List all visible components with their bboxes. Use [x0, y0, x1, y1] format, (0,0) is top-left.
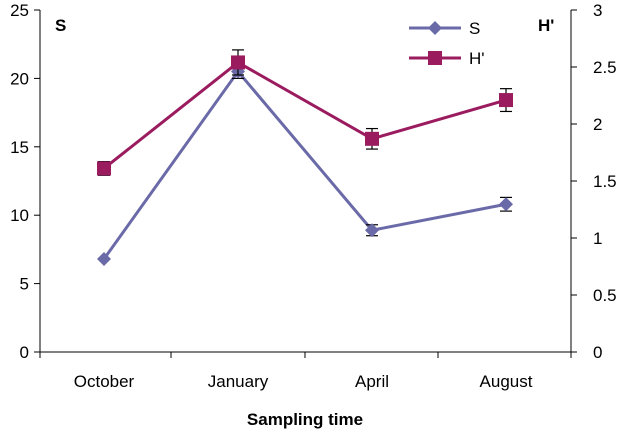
left-y-axis-title: S	[55, 16, 66, 35]
x-tick-label: January	[208, 372, 269, 391]
legend-item: H'	[409, 49, 485, 68]
right-y-tick-label: 3	[593, 1, 602, 20]
right-y-axis: 0 0.5 1 1.5 2 2.5 3 H'	[538, 1, 617, 362]
right-y-tick-label: 0	[593, 343, 602, 362]
right-y-axis-title: H'	[538, 16, 554, 35]
legend-label: H'	[469, 49, 485, 68]
series-h	[97, 49, 513, 176]
left-y-tick-label: 20	[10, 69, 29, 88]
left-y-axis: 0 5 10 15 20 25 S	[10, 1, 66, 362]
legend: S H'	[409, 19, 485, 68]
data-point	[97, 251, 111, 266]
right-y-tick-label: 1.5	[593, 172, 617, 191]
left-y-tick-label: 0	[20, 343, 29, 362]
series-line	[102, 69, 507, 260]
data-point	[499, 93, 513, 108]
data-point	[365, 223, 379, 238]
x-axis: October January April August Sampling time	[39, 351, 572, 429]
left-y-tick-label: 5	[20, 275, 29, 294]
x-ticks: October January April August	[39, 352, 572, 391]
legend-marker	[428, 51, 442, 65]
left-y-tick-label: 10	[10, 206, 29, 225]
series-s	[97, 64, 513, 266]
legend-item: S	[409, 19, 480, 38]
data-point	[499, 197, 513, 212]
x-tick-label: April	[355, 372, 389, 391]
x-tick-label: August	[480, 372, 533, 391]
data-point	[365, 131, 379, 146]
legend-marker	[428, 21, 442, 35]
data-point	[97, 161, 111, 176]
left-y-tick-label: 25	[10, 1, 29, 20]
x-tick-label: October	[74, 372, 135, 391]
right-y-tick-label: 2.5	[593, 58, 617, 77]
left-y-tick-label: 15	[10, 138, 29, 157]
right-y-tick-label: 0.5	[593, 286, 617, 305]
right-y-tick-label: 1	[593, 229, 602, 248]
left-y-ticks: 0 5 10 15 20 25	[10, 1, 40, 362]
plot-area	[97, 49, 513, 266]
legend-label: S	[469, 19, 480, 38]
x-axis-title: Sampling time	[247, 410, 363, 429]
data-point	[231, 55, 245, 70]
series-line	[103, 60, 507, 170]
right-y-ticks: 0 0.5 1 1.5 2 2.5 3	[571, 1, 617, 362]
right-y-tick-label: 2	[593, 115, 602, 134]
